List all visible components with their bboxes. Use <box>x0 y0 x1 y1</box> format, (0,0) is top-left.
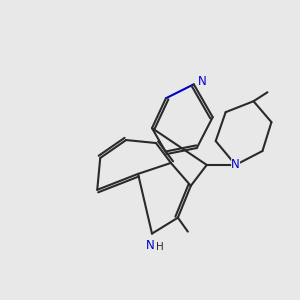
Text: N: N <box>231 158 240 171</box>
Text: N: N <box>146 239 155 252</box>
Text: N: N <box>197 75 206 88</box>
Text: H: H <box>157 242 164 252</box>
